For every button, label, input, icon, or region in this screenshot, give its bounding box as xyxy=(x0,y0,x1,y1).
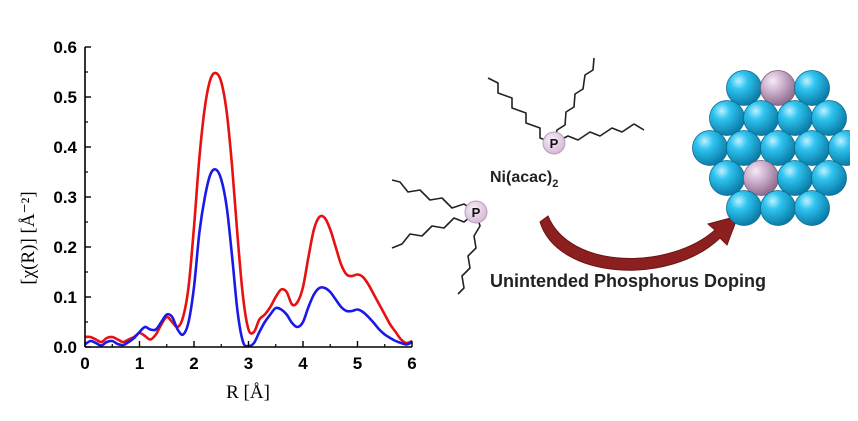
y-tick-label: 0.3 xyxy=(53,188,77,207)
nickel-atom xyxy=(760,190,796,226)
nickel-nanoparticle xyxy=(692,70,850,226)
nickel-atom xyxy=(777,100,813,136)
x-tick-label: 2 xyxy=(189,354,198,373)
reagent-label: Ni(acac)2 xyxy=(490,169,558,190)
axes xyxy=(84,46,413,348)
nickel-atom xyxy=(811,100,847,136)
doping-scheme: P P Ni(acac)2 Unintended Phosphorus Dopi… xyxy=(391,57,850,295)
x-tick-label: 0 xyxy=(80,354,89,373)
phosphorus-dopant-atom xyxy=(743,160,779,196)
x-tick-label: 6 xyxy=(407,354,416,373)
nickel-atom xyxy=(777,160,813,196)
reagent-name: Ni(acac) xyxy=(490,169,552,186)
phosphine-ligand-upper: P xyxy=(487,57,645,155)
phosphorus-label-lower: P xyxy=(472,205,481,220)
phosphorus-label-upper: P xyxy=(550,136,559,151)
reagent-subscript: 2 xyxy=(552,178,558,190)
y-tick-label: 0.1 xyxy=(53,288,77,307)
x-tick-label: 5 xyxy=(353,354,362,373)
y-axis-title: [χ(R)] [Å⁻²] xyxy=(18,191,39,284)
y-tick-label: 0.5 xyxy=(53,88,77,107)
phosphorus-atom-icon xyxy=(542,131,566,155)
series-line-2 xyxy=(84,167,413,348)
x-tick-label: 4 xyxy=(298,354,308,373)
y-tick-label: 0.4 xyxy=(53,138,77,157)
plot-area xyxy=(84,71,413,348)
nickel-atom xyxy=(828,130,850,166)
x-tick-label: 3 xyxy=(244,354,253,373)
nickel-atom xyxy=(811,160,847,196)
nickel-atom xyxy=(794,130,830,166)
curved-arrow-icon xyxy=(539,215,739,271)
nickel-atom xyxy=(726,130,762,166)
series-line-1 xyxy=(84,71,413,345)
y-tick-label: 0.0 xyxy=(53,338,77,357)
exafs-chart: 0 1 2 3 4 5 6 0.0 0.1 0.2 0.3 0.4 0.5 0.6 R [Å] [χ(R)… xyxy=(18,38,417,403)
y-tick-label: 0.6 xyxy=(53,38,77,57)
y-tick-label: 0.2 xyxy=(53,238,77,257)
nickel-atom xyxy=(709,160,745,196)
phosphine-ligand-lower: P xyxy=(391,179,488,295)
doping-caption: Unintended Phosphorus Doping xyxy=(490,271,766,291)
nickel-atom xyxy=(709,100,745,136)
nickel-atom xyxy=(692,130,728,166)
x-tick-label: 1 xyxy=(135,354,144,373)
nickel-atom xyxy=(760,130,796,166)
x-axis-title: R [Å] xyxy=(226,382,270,403)
tick-labels: 0 1 2 3 4 5 6 0.0 0.1 0.2 0.3 0.4 0.5 0.6 xyxy=(53,38,416,373)
nickel-atom xyxy=(794,70,830,106)
nickel-atom xyxy=(794,190,830,226)
nickel-atom xyxy=(726,190,762,226)
nickel-atom xyxy=(726,70,762,106)
nickel-atom xyxy=(743,100,779,136)
phosphorus-atom-icon xyxy=(464,200,488,224)
phosphorus-dopant-atom xyxy=(760,70,796,106)
